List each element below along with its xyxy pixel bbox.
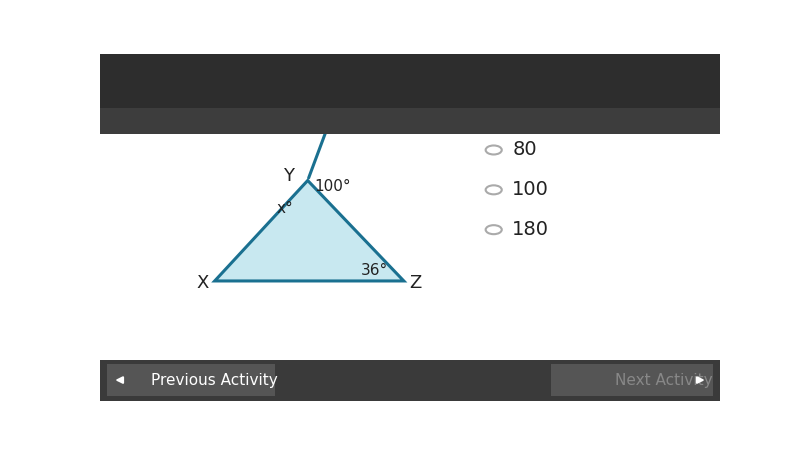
Text: W: W [346, 90, 365, 108]
Bar [551, 364, 713, 396]
Text: a linear pair with ∠WYZ and ∠XYZ.: a linear pair with ∠WYZ and ∠XYZ. [107, 104, 426, 122]
Text: 100°: 100° [314, 179, 350, 194]
Text: x°: x° [277, 201, 294, 216]
Text: 100: 100 [512, 180, 549, 199]
Text: Y: Y [283, 167, 294, 185]
Bar [100, 360, 720, 400]
Bar [100, 108, 720, 134]
Bar [100, 54, 720, 108]
Text: 80: 80 [512, 140, 537, 159]
Text: Next Activity: Next Activity [614, 373, 712, 387]
Text: Z: Z [409, 274, 421, 292]
FancyArrowPatch shape [309, 93, 341, 178]
Text: X: X [196, 274, 209, 292]
Text: 36°: 36° [360, 263, 388, 278]
Text: 180: 180 [512, 220, 550, 239]
Text: Previous Activity: Previous Activity [151, 373, 278, 387]
Text: 64: 64 [512, 101, 537, 120]
Bar [107, 364, 275, 396]
Polygon shape [214, 180, 404, 281]
